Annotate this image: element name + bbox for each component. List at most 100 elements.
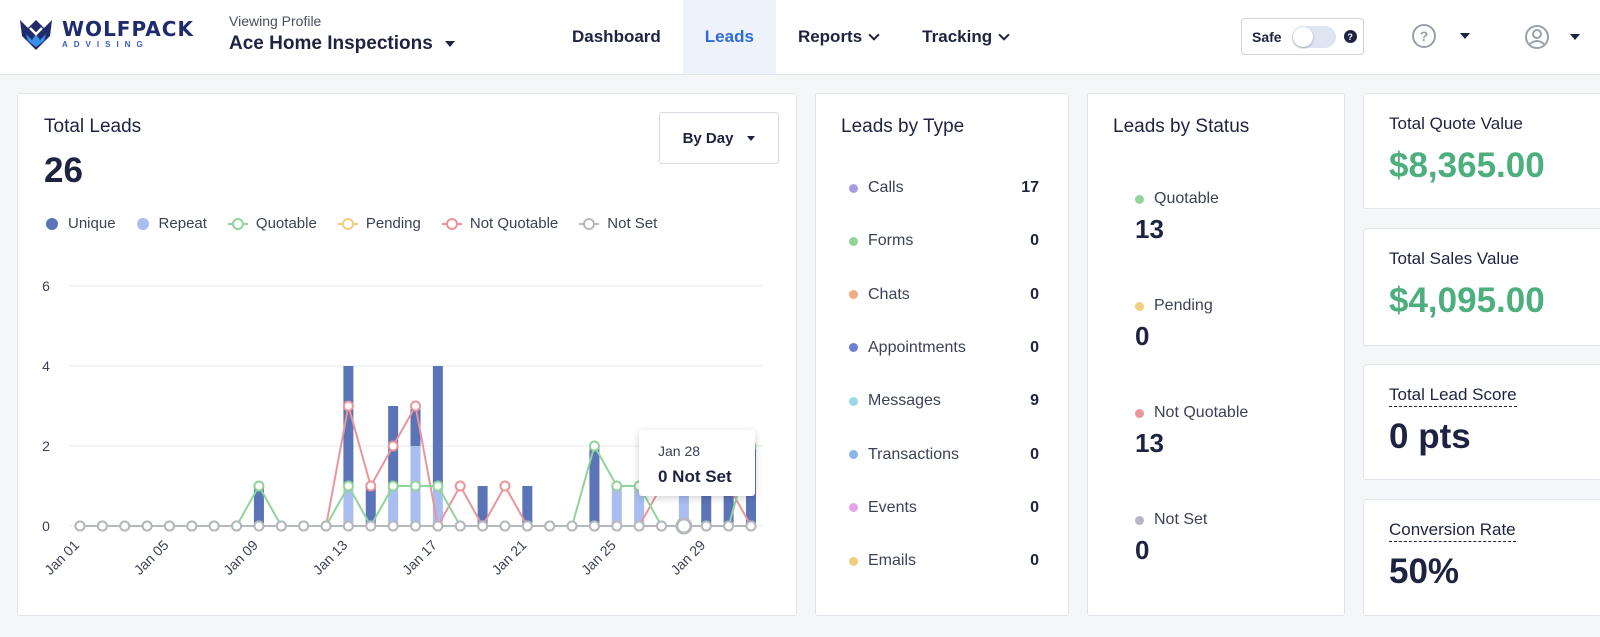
type-dot: [849, 290, 858, 300]
bar-unique: [365, 486, 376, 526]
metric-label[interactable]: Total Lead Score: [1389, 385, 1517, 407]
legend-swatch: [46, 217, 58, 230]
type-row: Messages 9: [849, 392, 1039, 410]
metric-label: Total Quote Value: [1389, 114, 1523, 133]
nav-reports[interactable]: Reports: [776, 0, 900, 74]
point-not-set: [432, 520, 444, 532]
point-not-quotable: [387, 440, 399, 452]
caret-down-icon[interactable]: [444, 41, 455, 47]
nav-dashboard[interactable]: Dashboard: [550, 0, 683, 74]
top-bar: WOLFPACK ADVISING Viewing Profile Ace Ho…: [0, 0, 1600, 75]
status-dot: [1135, 194, 1144, 204]
range-dropdown[interactable]: By Day: [659, 112, 779, 164]
caret-down-icon: [1570, 34, 1580, 40]
point-quotable: [410, 480, 421, 492]
bar-unique: [477, 486, 488, 526]
metric-label[interactable]: Conversion Rate: [1389, 520, 1516, 542]
chevron-down-icon: [868, 28, 880, 41]
type-value: 17: [1021, 179, 1039, 196]
status-item: Not Set 0: [1135, 511, 1207, 566]
type-label: Forms: [868, 232, 914, 250]
toggle-knob: [1292, 26, 1313, 47]
point-not-set: [656, 520, 668, 532]
type-dot: [849, 450, 858, 459]
legend-item[interactable]: Pending: [337, 215, 421, 232]
status-label: Not Set: [1154, 511, 1208, 528]
nav-tracking[interactable]: Tracking: [900, 0, 1030, 74]
user-circle-icon: [1525, 25, 1549, 49]
legend-item[interactable]: Not Quotable: [441, 215, 559, 232]
tooltip-value: 0 Not Set: [658, 467, 732, 486]
wolfpack-logo[interactable]: WOLFPACK ADVISING: [16, 14, 194, 54]
highlight-point: [675, 517, 693, 535]
x-tick-label: Jan 05: [131, 537, 172, 578]
legend-item[interactable]: Unique: [46, 215, 116, 232]
metric-card-quote: Total Quote Value $8,365.00: [1363, 93, 1600, 209]
nav-dashboard-label: Dashboard: [572, 27, 661, 46]
help-menu[interactable]: ?: [1412, 24, 1470, 48]
type-row: Calls 17: [849, 179, 1039, 197]
nav-reports-label: Reports: [797, 27, 863, 46]
legend-item[interactable]: Quotable: [227, 215, 317, 232]
point-not-set: [633, 520, 645, 532]
main-nav: Dashboard Leads Reports Tracking: [550, 0, 1030, 74]
legend-item[interactable]: Repeat: [136, 215, 207, 232]
point-not-set: [141, 520, 153, 532]
legend-label: Not Quotable: [469, 215, 559, 232]
type-row: Appointments 0: [849, 339, 1039, 357]
type-label: Emails: [868, 552, 917, 570]
legend-item[interactable]: Not Set: [579, 215, 657, 232]
x-tick-label: Jan 29: [667, 537, 708, 578]
tooltip-date: Jan 28: [658, 443, 701, 459]
type-dot: [849, 503, 858, 513]
type-row: Transactions 0: [849, 446, 1039, 464]
point-not-set: [119, 520, 131, 532]
bar-unique: [723, 486, 734, 526]
point-not-set: [611, 520, 623, 532]
point-quotable: [432, 480, 444, 492]
metric-card-conversion: Conversion Rate 50%: [1363, 499, 1600, 616]
logo-name: WOLFPACK: [62, 17, 194, 41]
bar-unique: [522, 486, 533, 526]
metric-value: 50%: [1389, 552, 1460, 591]
type-row: Chats 0: [849, 286, 1039, 304]
type-row: Emails 0: [849, 552, 1039, 570]
type-value: 9: [1030, 392, 1039, 410]
point-quotable: [387, 480, 399, 492]
user-menu[interactable]: [1524, 24, 1580, 50]
point-not-set: [477, 520, 489, 532]
point-not-set: [387, 520, 399, 532]
metric-label: Total Sales Value: [1389, 249, 1520, 268]
metric-value: $8,365.00: [1389, 146, 1545, 185]
nav-leads[interactable]: Leads: [682, 0, 776, 74]
status-item: Pending 0: [1135, 297, 1213, 352]
point-not-quotable: [499, 480, 511, 492]
point-not-set: [499, 520, 511, 532]
metric-value: $4,095.00: [1389, 281, 1545, 320]
point-not-set: [745, 520, 757, 532]
x-tick-label: Jan 13: [309, 537, 350, 578]
legend-label: Repeat: [158, 215, 207, 232]
status-label: Pending: [1154, 297, 1213, 314]
total-leads-title: Total Leads: [44, 116, 142, 137]
point-not-set: [454, 520, 466, 532]
point-quotable: [588, 440, 600, 452]
status-dot: [1135, 515, 1144, 525]
legend-label: Unique: [68, 215, 116, 232]
status-value: 0: [1135, 321, 1150, 351]
profile-selector[interactable]: Viewing Profile Ace Home Inspections: [229, 13, 455, 55]
range-dropdown-label: By Day: [682, 129, 734, 147]
caret-down-icon: [747, 135, 756, 141]
wolf-logo-icon: [20, 20, 52, 50]
point-not-set: [544, 520, 556, 532]
y-tick-label: 4: [42, 358, 50, 374]
question-icon[interactable]: ?: [1343, 30, 1357, 43]
bar-repeat: [343, 486, 354, 526]
legend-label: Pending: [365, 215, 421, 232]
safe-toggle[interactable]: [1291, 25, 1336, 48]
type-row: Events 0: [849, 499, 1039, 517]
type-value: 0: [1030, 445, 1039, 463]
type-label: Appointments: [868, 338, 966, 356]
leads-by-status-card: Leads by Status Quotable 13 Pending 0 Not Qu…: [1087, 93, 1345, 616]
point-not-set: [410, 520, 421, 532]
